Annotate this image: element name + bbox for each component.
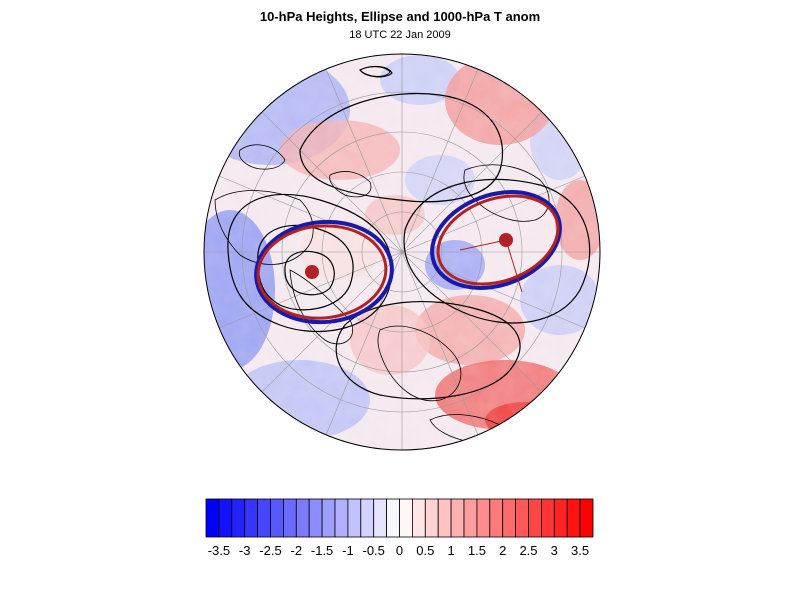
colorbar-box xyxy=(450,498,465,538)
colorbar-box xyxy=(437,498,452,538)
colorbar-tick-label: -0.5 xyxy=(362,543,384,558)
chart-subtitle: 18 UTC 22 Jan 2009 xyxy=(349,29,451,41)
colorbar-tick-label: 3.5 xyxy=(571,543,589,558)
colorbar-tick-label: -2.5 xyxy=(259,543,281,558)
colorbar-box xyxy=(334,498,349,538)
colorbar-box xyxy=(528,498,542,538)
globe-outline xyxy=(203,53,601,451)
colorbar-box xyxy=(541,498,555,538)
chart-title: 10-hPa Heights, Ellipse and 1000-hPa T a… xyxy=(259,9,541,24)
colorbar-box xyxy=(463,498,478,538)
colorbar-tick-label: 1.5 xyxy=(468,543,486,558)
colorbar-box xyxy=(476,498,491,538)
colorbar-box xyxy=(257,498,271,538)
colorbar-tick-label: -3.5 xyxy=(208,543,230,558)
colorbar-box xyxy=(270,498,284,538)
colorbar-tick-label: -2 xyxy=(291,543,303,558)
colorbar-box xyxy=(347,498,362,538)
colorbar-tick-label: -1.5 xyxy=(311,543,333,558)
colorbar-boxes xyxy=(205,498,594,538)
colorbar-box xyxy=(244,498,258,538)
colorbar-tick-label: -3 xyxy=(239,543,251,558)
colorbar-box xyxy=(424,498,439,538)
colorbar-box xyxy=(295,498,310,538)
colorbar-box xyxy=(282,498,297,538)
colorbar-box xyxy=(308,498,323,538)
colorbar-tick-label: 1 xyxy=(447,543,454,558)
colorbar-tick-label: 0.5 xyxy=(416,543,434,558)
colorbar-tick-label: -1 xyxy=(342,543,354,558)
colorbar-labels: -3.5 -3 -2.5 -2 -1.5 -1 -0.5 0 0.5 1 1.5 2 2.5 3 3.5 xyxy=(208,543,589,558)
colorbar-box xyxy=(205,498,220,538)
colorbar-box xyxy=(553,498,568,538)
colorbar-box xyxy=(411,498,426,538)
colorbar-tick-label: 2 xyxy=(499,543,506,558)
colorbar-box xyxy=(386,498,400,538)
vortex-ellipses xyxy=(254,190,562,325)
colorbar-box xyxy=(373,498,388,538)
colorbar-box xyxy=(502,498,517,538)
colorbar-box xyxy=(231,498,246,538)
colorbar-box xyxy=(321,498,336,538)
graticule xyxy=(204,54,600,450)
colorbar-box xyxy=(218,498,233,538)
colorbar-box xyxy=(489,498,504,538)
colorbar-tick-label: 2.5 xyxy=(519,543,537,558)
colorbar-box xyxy=(579,498,594,538)
colorbar-box xyxy=(566,498,581,538)
colorbar-box xyxy=(399,498,413,538)
colorbar-tick-label: 0 xyxy=(396,543,403,558)
colorbar-box xyxy=(360,498,375,538)
colorbar-tick-label: 3 xyxy=(551,543,558,558)
colorbar-box xyxy=(515,498,529,538)
